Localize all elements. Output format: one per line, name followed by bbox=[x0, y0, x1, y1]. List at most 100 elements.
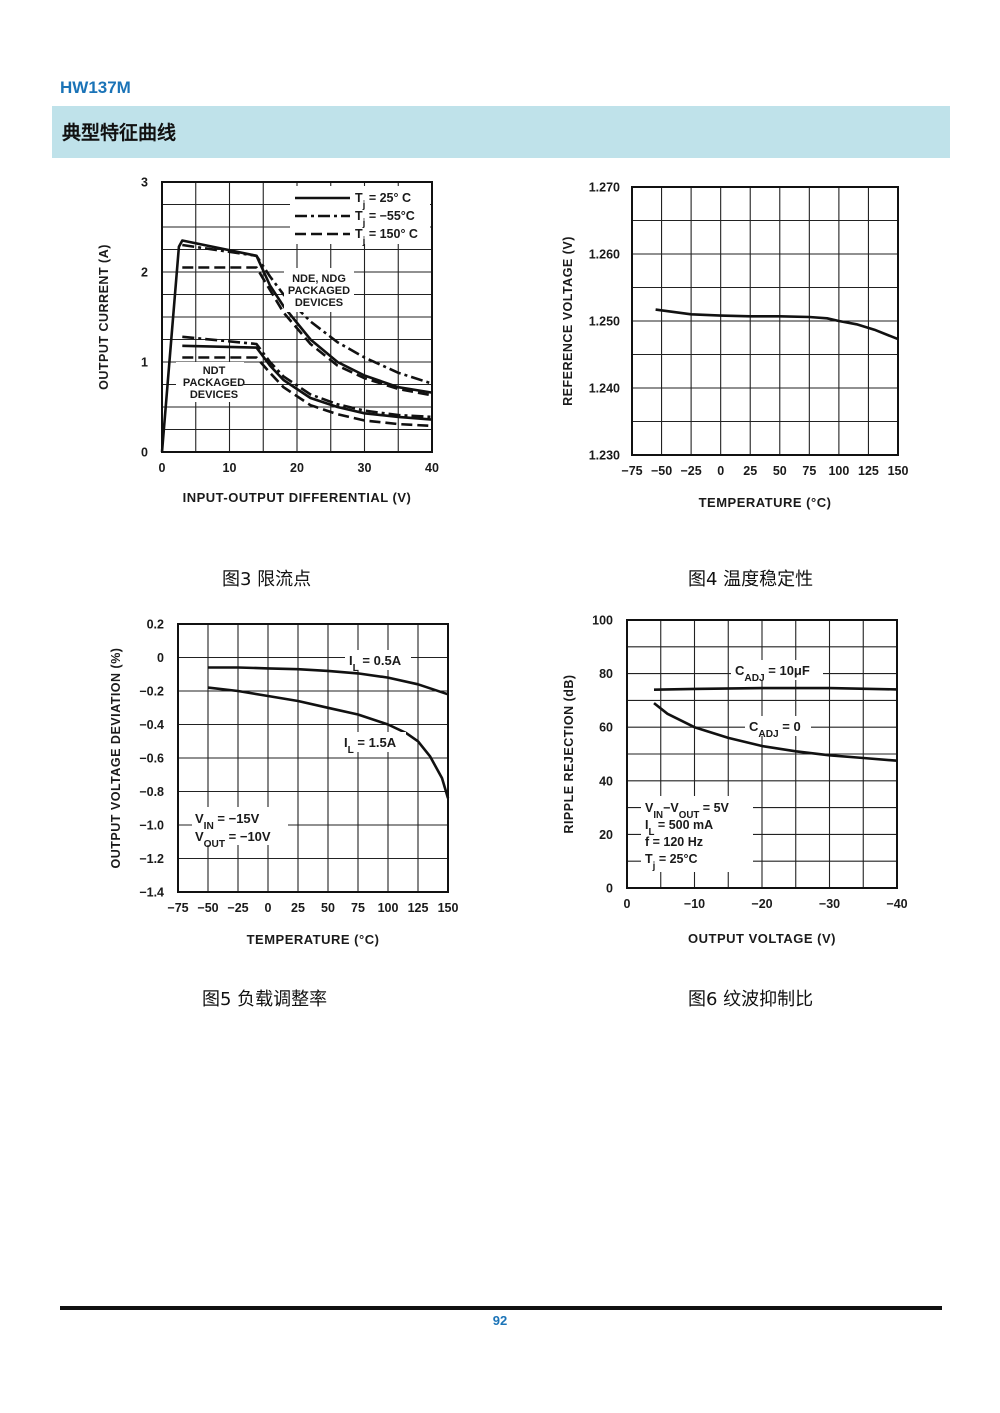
series-line-solid bbox=[160, 239, 433, 453]
figure-6-caption: 图6 纹波抑制比 bbox=[688, 989, 814, 1010]
y-tick-label: 20 bbox=[599, 828, 613, 842]
x-tick-label: 10 bbox=[223, 461, 237, 475]
x-tick-label: 100 bbox=[828, 464, 849, 478]
x-tick-label: −25 bbox=[681, 464, 702, 478]
y-tick-label: 1.240 bbox=[589, 382, 620, 396]
y-tick-label: 1.230 bbox=[589, 449, 620, 463]
legend-label: Tj = 25° C bbox=[355, 191, 411, 211]
x-tick-label: 150 bbox=[888, 464, 909, 478]
annotation-nde-line: PACKAGED bbox=[288, 285, 350, 297]
series-label-bg bbox=[731, 660, 823, 680]
x-tick-label: 25 bbox=[291, 901, 305, 915]
y-tick-label: −1.2 bbox=[139, 852, 164, 866]
annotation-vin: VIN = −15V bbox=[195, 811, 260, 832]
plot-frame bbox=[161, 181, 433, 453]
annotation-ndt-line: NDT bbox=[203, 365, 226, 377]
x-tick-label: 20 bbox=[290, 461, 304, 475]
figure-4-chart: −75 −50 −25 0 25 50 75 100 125 150 1.230 1.240 1.250… bbox=[560, 172, 920, 522]
y-tick-label: 0 bbox=[157, 651, 164, 665]
fig4-svg: −75 −50 −25 0 25 50 75 100 125 150 1.230 1.240 1.250… bbox=[561, 181, 909, 511]
series-label-bg bbox=[745, 716, 811, 736]
y-axis-title: RIPPLE REJECTION (dB) bbox=[562, 674, 576, 833]
series-line-solid bbox=[653, 702, 898, 762]
annotation-condition: IL = 500 mA bbox=[645, 818, 713, 838]
annotation-bg bbox=[641, 796, 753, 872]
x-tick-label: 75 bbox=[802, 464, 816, 478]
x-tick-label: −75 bbox=[167, 901, 188, 915]
y-axis-title: OUTPUT CURRENT (A) bbox=[97, 244, 111, 390]
y-tick-label: 80 bbox=[599, 667, 613, 681]
series-line-solid bbox=[208, 666, 449, 696]
x-axis-title: INPUT-OUTPUT DIFFERENTIAL (V) bbox=[183, 490, 412, 505]
plot-frame bbox=[631, 186, 899, 456]
figure-3-caption: 图3 限流点 bbox=[222, 569, 312, 590]
y-tick-label: 3 bbox=[141, 176, 148, 190]
annotation-bg bbox=[284, 268, 354, 312]
x-tick-label: 150 bbox=[438, 901, 459, 915]
y-tick-label: 0.2 bbox=[147, 618, 164, 632]
annotation-bg bbox=[192, 807, 288, 845]
x-tick-label: −30 bbox=[819, 897, 840, 911]
fig3-svg: 0 10 20 30 40 0 1 2 3 INPUT-OUTPUT DIFFERENTIAL (… bbox=[97, 176, 439, 506]
footer-rule bbox=[60, 1306, 942, 1310]
x-tick-label: 25 bbox=[743, 464, 757, 478]
y-tick-label: 40 bbox=[599, 774, 613, 788]
x-tick-label: −50 bbox=[197, 901, 218, 915]
y-tick-label: 100 bbox=[592, 614, 613, 628]
x-tick-label: 0 bbox=[717, 464, 724, 478]
x-tick-label: −10 bbox=[684, 897, 705, 911]
series-line-solid bbox=[207, 686, 450, 799]
fig6-svg: 0 −10 −20 −30 −40 0 20 40 60 80 100 OUTPUT VOLTAGE … bbox=[562, 614, 908, 947]
series-line-solid bbox=[182, 344, 433, 421]
x-tick-label: −25 bbox=[227, 901, 248, 915]
y-tick-label: 1.260 bbox=[589, 248, 620, 262]
series-label-bg bbox=[345, 650, 411, 670]
y-tick-label: −0.8 bbox=[139, 785, 164, 799]
series-label-cadj-10uf: CADJ = 10μF bbox=[735, 663, 810, 684]
page-number: 92 bbox=[492, 1313, 508, 1328]
section-title: 典型特征曲线 bbox=[62, 122, 177, 144]
plot-frame bbox=[626, 619, 898, 889]
annotation-condition: VIN−VOUT = 5V bbox=[645, 801, 730, 821]
x-tick-label: 100 bbox=[378, 901, 399, 915]
series-line-solid bbox=[655, 308, 899, 341]
y-tick-label: −0.2 bbox=[139, 685, 164, 699]
y-axis-title: OUTPUT VOLTAGE DEVIATION (%) bbox=[109, 648, 123, 869]
series-line-solid bbox=[653, 686, 898, 691]
annotation-ndt-line: PACKAGED bbox=[183, 377, 245, 389]
series-label-cadj-0: CADJ = 0 bbox=[749, 719, 801, 740]
x-tick-label: −50 bbox=[651, 464, 672, 478]
y-tick-label: 1.250 bbox=[589, 315, 620, 329]
annotation-ndt-line: DEVICES bbox=[190, 389, 238, 401]
x-tick-label: 0 bbox=[159, 461, 166, 475]
figure-5-chart: −75 −50 −25 0 25 50 75 100 125 150 −1.4 −1.2 −1.0 −0.… bbox=[100, 612, 470, 957]
x-tick-label: −20 bbox=[751, 897, 772, 911]
x-tick-label: −75 bbox=[621, 464, 642, 478]
figure-6-chart: 0 −10 −20 −30 −40 0 20 40 60 80 100 OUTPUT VOLTAGE … bbox=[555, 608, 920, 953]
y-tick-label: −0.4 bbox=[139, 718, 164, 732]
x-tick-label: 0 bbox=[265, 901, 272, 915]
x-tick-label: 125 bbox=[408, 901, 429, 915]
annotation-nde-line: NDE, NDG bbox=[292, 273, 346, 285]
x-tick-label: 125 bbox=[858, 464, 879, 478]
x-tick-label: −40 bbox=[886, 897, 907, 911]
annotation-condition: Tj = 25°C bbox=[645, 852, 698, 872]
x-axis-title: TEMPERATURE (°C) bbox=[699, 495, 832, 510]
y-tick-label: −0.6 bbox=[139, 752, 164, 766]
x-tick-label: 50 bbox=[321, 901, 335, 915]
annotation-nde-line: DEVICES bbox=[295, 297, 343, 309]
y-axis-title: REFERENCE VOLTAGE (V) bbox=[561, 236, 575, 406]
series-line-dashed bbox=[182, 356, 433, 428]
x-tick-label: 30 bbox=[358, 461, 372, 475]
annotation-vout: VOUT = −10V bbox=[195, 829, 271, 850]
x-tick-label: 0 bbox=[624, 897, 631, 911]
x-axis-title: OUTPUT VOLTAGE (V) bbox=[688, 931, 836, 946]
annotation-condition: f = 120 Hz bbox=[645, 835, 703, 849]
x-tick-label: 75 bbox=[351, 901, 365, 915]
fig5-svg: −75 −50 −25 0 25 50 75 100 125 150 −1.4 −1.2 −1.0 −0.… bbox=[109, 618, 459, 948]
y-tick-label: 60 bbox=[599, 721, 613, 735]
figure-5-caption: 图5 负载调整率 bbox=[202, 989, 328, 1010]
figure-3-chart: 0 10 20 30 40 0 1 2 3 INPUT-OUTPUT DIFFERENTIAL (… bbox=[92, 170, 452, 515]
brand-label: HW137M bbox=[60, 78, 131, 97]
series-label-il-15: IL = 1.5A bbox=[344, 735, 397, 756]
